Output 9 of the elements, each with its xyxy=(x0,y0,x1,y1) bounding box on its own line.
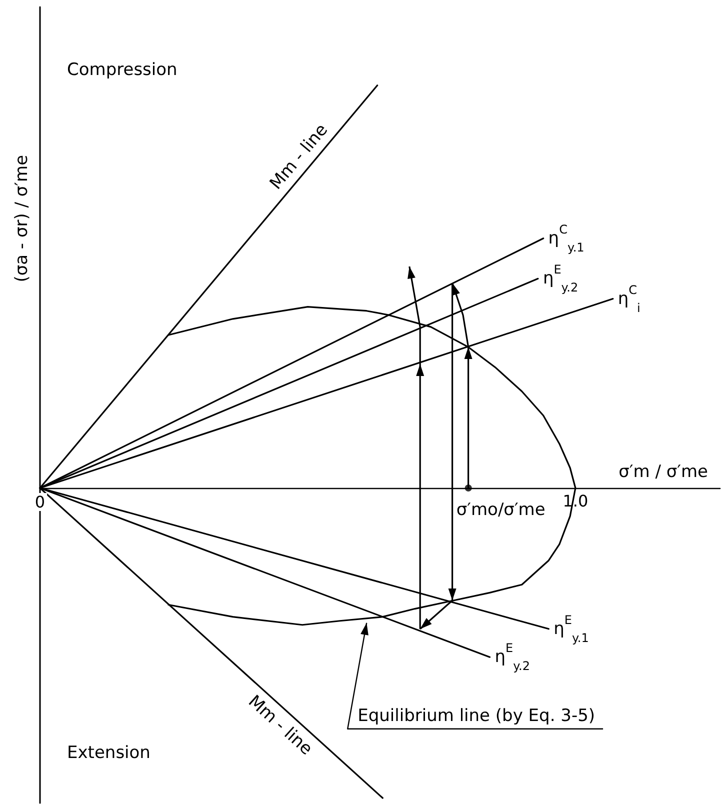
annotation: Equilibrium line (by Eq. 3-5) xyxy=(358,706,596,726)
x-tick-label: 0 xyxy=(34,492,46,512)
annotation: Extension xyxy=(67,743,150,763)
text: Compression xyxy=(67,60,178,80)
text: Mm - line xyxy=(266,120,332,194)
x-axis-title: σ′m / σ′me xyxy=(618,462,708,482)
text: Mm - line xyxy=(244,692,316,760)
y-axis-title: (σa - σr) / σ′me xyxy=(12,154,32,282)
annotation: σ′mo/σ′me xyxy=(456,500,546,520)
